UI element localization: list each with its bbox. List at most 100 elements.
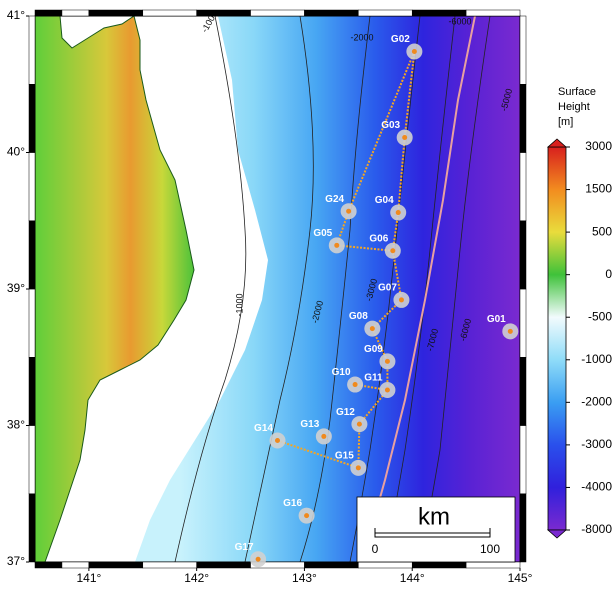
scale-box — [356, 496, 516, 563]
border-segment — [519, 357, 527, 426]
scale-bar: km 0 100 — [356, 496, 516, 563]
border-segment — [358, 561, 413, 569]
border-segment — [519, 288, 527, 358]
station-label: G06 — [369, 233, 388, 244]
border-segment — [28, 152, 36, 221]
scale-label: 100 — [480, 542, 500, 556]
y-tick-label: 38° — [7, 418, 25, 432]
station-marker — [384, 358, 390, 364]
colorbar-cap — [546, 138, 568, 148]
colorbar-label: -500 — [588, 309, 612, 323]
station-marker — [390, 248, 396, 254]
border-segment — [88, 561, 144, 569]
station-marker — [352, 382, 358, 388]
colorbar-label: 500 — [592, 224, 612, 238]
station-marker — [275, 438, 280, 444]
station-marker — [411, 48, 417, 54]
border-segment — [304, 9, 359, 17]
station-marker — [304, 513, 310, 519]
contour-label: -2000 — [350, 32, 373, 42]
station-marker — [507, 328, 513, 334]
checker-border — [28, 9, 527, 569]
station-label: G17 — [235, 542, 254, 553]
border-segment — [519, 220, 527, 290]
border-segment — [465, 561, 521, 569]
colorbar-label: -2000 — [581, 395, 612, 409]
station-marker — [398, 297, 404, 303]
colorbar-label: 3000 — [585, 139, 612, 153]
station-marker — [321, 433, 327, 439]
border-segment — [519, 425, 527, 494]
station-label: G04 — [375, 195, 394, 206]
x-tick-label: 143° — [292, 571, 317, 585]
border-segment — [411, 9, 467, 17]
station-label: G14 — [254, 423, 273, 434]
border-segment — [519, 84, 527, 153]
colorbar-title: Surface — [558, 86, 596, 98]
station-marker — [395, 210, 401, 216]
station-label: G03 — [381, 120, 400, 131]
y-tick-label: 40° — [7, 145, 25, 159]
colorbar-label: 1500 — [585, 182, 612, 196]
map-area: -1000 -2000 -1000 -2000 -3000 -6000 -700… — [35, 16, 520, 562]
y-tick-label: 39° — [7, 281, 25, 295]
colorbar-label: -4000 — [581, 480, 612, 494]
station-marker — [255, 556, 261, 562]
station-label: G12 — [336, 407, 355, 418]
contour-label: -1000 — [234, 293, 244, 316]
station-marker — [402, 134, 408, 140]
station-marker — [369, 326, 375, 332]
y-tick-label: 41° — [7, 8, 25, 22]
scale-label: 0 — [372, 542, 379, 556]
border-segment — [28, 288, 36, 358]
station-marker — [356, 421, 362, 427]
station-marker — [334, 242, 340, 248]
contour — [384, 16, 456, 562]
stations: G02 G03 G04 G24 G05 G06 G07 G08 G09 G10 G11 G12 G13 G… — [235, 34, 519, 568]
border-segment — [411, 561, 467, 569]
border-segment — [519, 15, 527, 85]
x-tick-label: 142° — [184, 571, 209, 585]
border-segment — [519, 493, 527, 563]
contour-label: -6000 — [448, 16, 471, 26]
trench-line — [361, 16, 476, 562]
station-label: G02 — [391, 34, 410, 45]
border-segment — [34, 561, 63, 569]
contour — [174, 16, 247, 562]
station-label: G11 — [364, 373, 383, 384]
border-segment — [358, 9, 413, 17]
border-segment — [304, 561, 359, 569]
colorbar-title: [m] — [558, 116, 573, 128]
colorbar-label: 0 — [605, 267, 612, 281]
scale-bar-body — [374, 532, 491, 538]
x-tick-label: 145° — [508, 571, 533, 585]
border-segment — [61, 9, 90, 17]
contour — [349, 16, 421, 562]
station-label: G01 — [487, 314, 506, 325]
contour — [244, 16, 314, 562]
border-segment — [28, 357, 36, 426]
colorbar-label: -8000 — [581, 522, 612, 536]
station-marker — [384, 387, 390, 393]
x-tick-label: 144° — [400, 571, 425, 585]
border-segment — [28, 84, 36, 153]
station-label: G09 — [364, 344, 383, 355]
border-segment — [28, 425, 36, 494]
colorbar-cap — [546, 529, 568, 539]
station-marker — [355, 465, 361, 471]
contour — [299, 16, 371, 562]
station-label: G07 — [378, 283, 397, 294]
colorbar-title: Height — [558, 101, 590, 113]
station-label: G16 — [283, 498, 302, 509]
station-label: G08 — [349, 311, 368, 322]
station-marker — [346, 208, 352, 214]
border-segment — [28, 220, 36, 290]
border-segment — [61, 561, 90, 569]
border-segment — [196, 9, 251, 17]
station-label: G24 — [325, 194, 344, 205]
border-segment — [88, 9, 144, 17]
border-segment — [250, 9, 305, 17]
border-segment — [465, 9, 521, 17]
colorbar-label: -1000 — [581, 352, 612, 366]
